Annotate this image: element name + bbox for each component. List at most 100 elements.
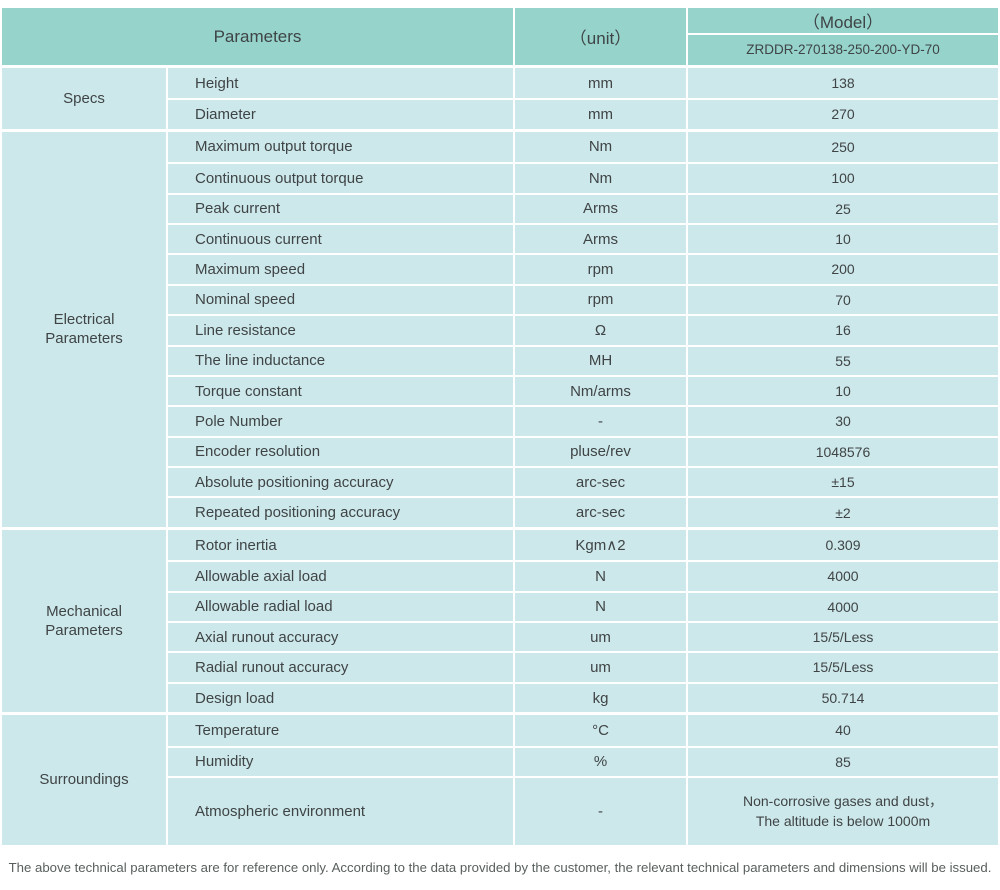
section-mechanical: Mechanical Parameters Rotor inertia Kgm∧… bbox=[2, 529, 998, 713]
section-rows: Rotor inertia Kgm∧2 0.309 Allowable axia… bbox=[168, 529, 998, 713]
param-value: 15/5/Less bbox=[812, 659, 874, 676]
table-row: Repeated positioning accuracy arc-sec ±2 bbox=[168, 496, 998, 527]
param-unit: Nm/arms bbox=[515, 376, 688, 406]
param-unit: mm bbox=[515, 100, 688, 129]
table-row: Temperature °C 40 bbox=[168, 715, 998, 746]
param-unit: - bbox=[515, 777, 688, 845]
param-unit: Kgm∧2 bbox=[515, 529, 688, 561]
table-row: Peak current Arms 25 bbox=[168, 192, 998, 223]
param-unit: um bbox=[515, 623, 688, 652]
param-name: Repeated positioning accuracy bbox=[168, 498, 515, 527]
param-value: 10 bbox=[835, 382, 851, 399]
param-unit: rpm bbox=[515, 255, 688, 284]
section-specs: Specs Height mm 138 Diameter mm 270 bbox=[2, 68, 998, 129]
param-value: 50.714 bbox=[821, 689, 865, 706]
param-value: 40 bbox=[835, 722, 851, 739]
table-row: The line inductance MH 55 bbox=[168, 344, 998, 375]
param-name: Maximum output torque bbox=[168, 131, 515, 163]
param-unit: um bbox=[515, 653, 688, 682]
param-value: 16 bbox=[835, 322, 851, 339]
param-name: Allowable radial load bbox=[168, 592, 515, 622]
param-value: 200 bbox=[831, 261, 855, 278]
param-unit: MH bbox=[515, 346, 688, 375]
param-name: Encoder resolution bbox=[168, 437, 515, 467]
section-rows: Height mm 138 Diameter mm 270 bbox=[168, 68, 998, 129]
section-category: Surroundings bbox=[2, 715, 168, 845]
header-model: （Model） ZRDDR-270138-250-200-YD-70 bbox=[688, 8, 998, 65]
param-name: Nominal speed bbox=[168, 285, 515, 315]
table-row: Pole Number - 30 bbox=[168, 405, 998, 436]
section-electrical: Electrical Parameters Maximum output tor… bbox=[2, 131, 998, 527]
table-row: Allowable axial load N 4000 bbox=[168, 560, 998, 591]
table-row: Nominal speed rpm 70 bbox=[168, 283, 998, 315]
param-value: 85 bbox=[835, 753, 851, 770]
section-category: Mechanical Parameters bbox=[2, 529, 168, 713]
param-name: Rotor inertia bbox=[168, 529, 515, 561]
section-rows: Maximum output torque Nm 250 Continuous … bbox=[168, 131, 998, 527]
param-unit: arc-sec bbox=[515, 468, 688, 497]
table-row: Torque constant Nm/arms 10 bbox=[168, 374, 998, 406]
table-row: Encoder resolution pluse/rev 1048576 bbox=[168, 435, 998, 467]
table-row: Diameter mm 270 bbox=[168, 98, 998, 129]
param-unit: rpm bbox=[515, 285, 688, 315]
param-unit: pluse/rev bbox=[515, 437, 688, 467]
section-category: Electrical Parameters bbox=[2, 131, 168, 527]
spec-table: Parameters （unit） （Model） ZRDDR-270138-2… bbox=[2, 8, 998, 845]
param-name: Height bbox=[168, 68, 515, 99]
param-value: 138 bbox=[831, 75, 855, 92]
param-value: 270 bbox=[831, 106, 855, 123]
param-value: 10 bbox=[835, 231, 851, 247]
table-row: Allowable radial load N 4000 bbox=[168, 590, 998, 622]
param-value: ±2 bbox=[835, 504, 851, 521]
table-row: Design load kg 50.714 bbox=[168, 681, 998, 713]
param-name: Allowable axial load bbox=[168, 562, 515, 591]
section-category: Specs bbox=[2, 68, 168, 129]
param-unit: - bbox=[515, 407, 688, 436]
param-name: Absolute positioning accuracy bbox=[168, 468, 515, 497]
table-row: Height mm 138 bbox=[168, 68, 998, 99]
table-row: Continuous current Arms 10 bbox=[168, 222, 998, 254]
table-row: Maximum output torque Nm 250 bbox=[168, 131, 998, 163]
param-value: 4000 bbox=[827, 568, 859, 585]
table-row: Rotor inertia Kgm∧2 0.309 bbox=[168, 529, 998, 561]
param-name: Pole Number bbox=[168, 407, 515, 436]
param-unit: N bbox=[515, 592, 688, 622]
param-unit: Nm bbox=[515, 131, 688, 163]
param-unit: mm bbox=[515, 68, 688, 99]
section-rows: Temperature °C 40 Humidity % 85 Atmosphe… bbox=[168, 715, 998, 845]
table-row: Line resistance Ω 16 bbox=[168, 314, 998, 345]
param-name: Line resistance bbox=[168, 316, 515, 345]
param-name: Temperature bbox=[168, 715, 515, 746]
param-value: 55 bbox=[835, 352, 851, 369]
table-row: Axial runout accuracy um 15/5/Less bbox=[168, 621, 998, 652]
table-row: Humidity % 85 bbox=[168, 745, 998, 776]
table-row: Absolute positioning accuracy arc-sec ±1… bbox=[168, 466, 998, 497]
footer-note: The above technical parameters are for r… bbox=[8, 859, 992, 875]
param-name: Humidity bbox=[168, 747, 515, 776]
param-name: Torque constant bbox=[168, 376, 515, 406]
param-name: Design load bbox=[168, 683, 515, 713]
table-row: Maximum speed rpm 200 bbox=[168, 253, 998, 284]
param-value: 15/5/Less bbox=[812, 629, 874, 646]
param-name: Continuous output torque bbox=[168, 164, 515, 193]
header-model-label: （Model） bbox=[688, 8, 998, 35]
param-unit: kg bbox=[515, 683, 688, 713]
param-value: ±15 bbox=[831, 474, 855, 491]
param-value: 25 bbox=[835, 200, 851, 217]
param-name: Axial runout accuracy bbox=[168, 623, 515, 652]
param-unit: Ω bbox=[515, 316, 688, 345]
param-unit: Arms bbox=[515, 194, 688, 223]
header-parameters: Parameters bbox=[2, 8, 515, 65]
param-value: 100 bbox=[831, 170, 855, 187]
param-value: 30 bbox=[835, 413, 851, 430]
header-unit: （unit） bbox=[515, 8, 688, 65]
param-value: 4000 bbox=[827, 598, 859, 615]
table-row: Atmospheric environment - Non-corrosive … bbox=[168, 775, 998, 845]
param-unit: °C bbox=[515, 715, 688, 746]
table-header: Parameters （unit） （Model） ZRDDR-270138-2… bbox=[2, 8, 998, 65]
param-name: Peak current bbox=[168, 194, 515, 223]
param-value: Non-corrosive gases and dust， The altitu… bbox=[743, 793, 943, 830]
param-value: 250 bbox=[831, 138, 855, 155]
param-unit: arc-sec bbox=[515, 498, 688, 527]
param-name: Maximum speed bbox=[168, 255, 515, 284]
